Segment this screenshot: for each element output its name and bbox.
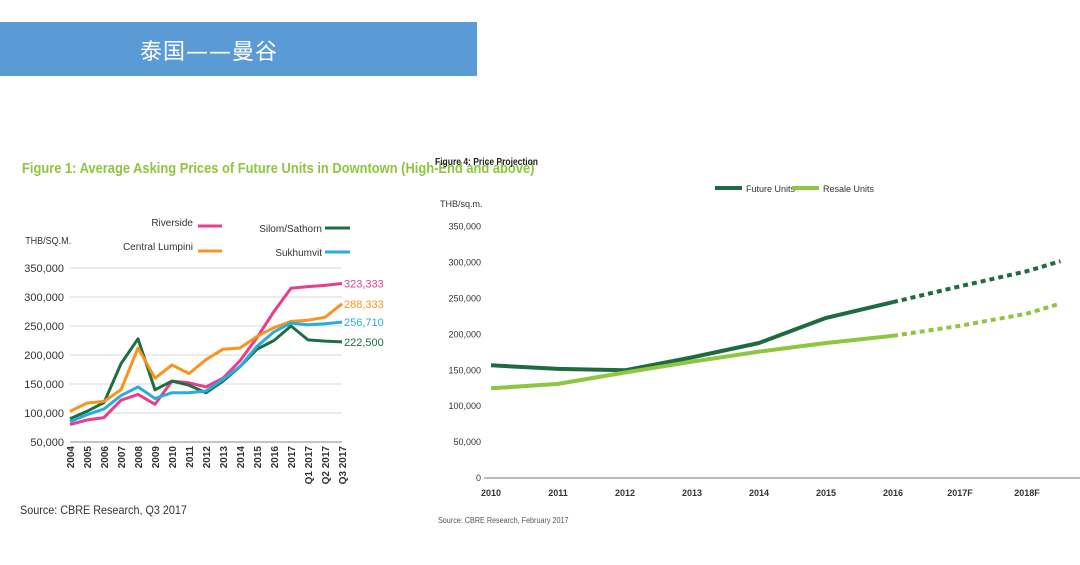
chart2-series-resale-units	[490, 333, 894, 391]
chart1-series-central-lumpini	[69, 302, 343, 413]
chart1-xtick: 2008	[134, 446, 145, 469]
chart2-ytick: 150,000	[448, 365, 481, 375]
chart2-ytick: 200,000	[448, 329, 481, 339]
chart2-ytick: 250,000	[448, 294, 481, 304]
chart2-xtick: 2018F	[1014, 488, 1040, 498]
chart1-series-sukhumvit	[69, 320, 343, 424]
chart1-xtick: 2015	[253, 446, 264, 469]
chart1-ytick: 50,000	[30, 437, 64, 449]
chart1-end-label-riverside: 323,333	[344, 278, 384, 290]
chart1-xtick: 2017	[287, 446, 298, 469]
chart2-xtick: 2014	[749, 488, 769, 498]
chart1-xtick: 2014	[236, 446, 247, 469]
chart1-xtick: 2011	[185, 446, 196, 468]
chart2-ytick: 100,000	[448, 401, 481, 411]
chart1-xtick: 2012	[202, 446, 213, 469]
chart2-xtick: 2013	[682, 488, 702, 498]
chart1-end-label-central-lumpini: 288,333	[344, 299, 384, 311]
chart2-projection-future-units	[892, 259, 1062, 305]
chart1-xtick: Q1 2017	[304, 446, 315, 485]
chart2-xtick: 2017F	[947, 488, 973, 498]
chart2-legend-label-resale-units: Resale Units	[823, 184, 875, 194]
chart1-end-label-sukhumvit: 256,710	[344, 317, 384, 329]
chart2-ytick: 50,000	[453, 437, 481, 447]
chart1-ylabel: THB/SQ.M.	[25, 236, 71, 248]
chart1-legend-label-central-lumpini: Central Lumpini	[123, 242, 193, 253]
chart2-ytick: 0	[476, 473, 481, 483]
chart1-ytick: 150,000	[24, 379, 64, 391]
chart1-xtick: 2013	[219, 446, 230, 469]
chart1-source: Source: CBRE Research, Q3 2017	[20, 503, 187, 517]
chart1-xtick: 2007	[117, 446, 128, 469]
chart2-ylabel: THB/sq.m.	[440, 199, 483, 209]
chart2-projection-resale-units	[892, 301, 1062, 338]
chart1-series-silom-sathorn	[69, 324, 343, 421]
chart2-ytick: 300,000	[448, 258, 481, 268]
chart2-xtick: 2012	[615, 488, 635, 498]
chart1-ytick: 250,000	[24, 321, 64, 333]
chart1-ytick: 350,000	[24, 263, 64, 275]
chart2-xtick: 2011	[548, 488, 568, 498]
chart1-xtick: 2016	[270, 446, 281, 469]
chart2-xtick: 2016	[883, 488, 903, 498]
chart2-ytick: 350,000	[448, 222, 481, 232]
chart2-source: Source: CBRE Research, February 2017	[438, 516, 569, 525]
chart1-legend-label-riverside: Riverside	[151, 218, 193, 229]
chart1-ytick: 300,000	[24, 292, 64, 304]
chart1-ytick: 100,000	[24, 408, 64, 420]
chart1-xtick: 2004	[66, 446, 77, 469]
chart1-xtick: 2009	[151, 446, 162, 469]
chart1-end-label-silom-sathorn: 222,500	[344, 337, 384, 349]
chart1-xtick: Q3 2017	[338, 446, 349, 485]
header-banner: 泰国——曼谷	[0, 22, 477, 76]
chart1-ytick: 200,000	[24, 350, 64, 362]
chart2-title: Figure 4: Price Projection	[435, 157, 538, 168]
chart2-xtick: 2015	[816, 488, 836, 498]
page-title: 泰国——曼谷	[140, 40, 279, 65]
chart1-xtick: Q2 2017	[321, 446, 332, 485]
chart2-legend-label-future-units: Future Units	[746, 184, 796, 194]
chart2-xtick: 2010	[481, 488, 501, 498]
chart1-xtick: 2006	[100, 446, 111, 469]
chart1-xtick: 2010	[168, 446, 179, 469]
chart1-legend-label-sukhumvit: Sukhumvit	[275, 248, 322, 259]
chart1-series-riverside	[69, 282, 343, 427]
chart1-legend-label-silom-sathorn: Silom/Sathorn	[259, 224, 322, 235]
chart1-xtick: 2005	[83, 446, 94, 469]
chart2-series-future-units	[490, 300, 894, 373]
